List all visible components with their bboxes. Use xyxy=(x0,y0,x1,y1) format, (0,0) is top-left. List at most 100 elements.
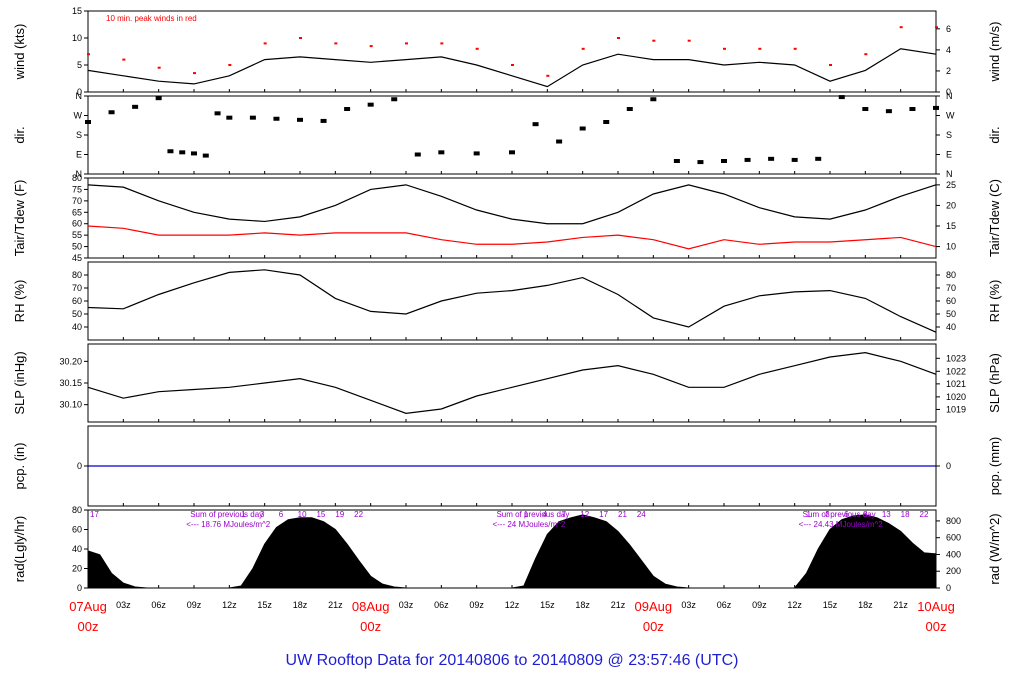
dir-point xyxy=(579,126,586,131)
temp-ytick-label: 60 xyxy=(72,219,82,229)
rh-rtick-label: 50 xyxy=(946,309,956,319)
rh-rtick-label: 70 xyxy=(946,283,956,293)
wind-series-line xyxy=(87,48,937,88)
pcp-left-label: pcp. (in) xyxy=(12,443,27,490)
hour-tick-label: 06z xyxy=(434,600,449,610)
dir-point xyxy=(838,95,845,100)
wind-rtick-label: 2 xyxy=(946,66,951,76)
rad-hour-mark: 1 xyxy=(241,510,246,519)
hour-tick-label: 21z xyxy=(893,600,908,610)
slp-right-label: SLP (hPa) xyxy=(987,353,1002,413)
dir-point xyxy=(167,149,174,154)
dir-point xyxy=(473,151,480,156)
rh-rtick-label: 60 xyxy=(946,296,956,306)
slp-rtick-label: 1022 xyxy=(946,366,966,376)
rad-ytick-label: 0 xyxy=(77,583,82,593)
wind-peak-point xyxy=(687,39,691,42)
hour-tick-label: 12z xyxy=(787,600,802,610)
hour-tick-label: 21z xyxy=(611,600,626,610)
wind-ytick-label: 15 xyxy=(72,6,82,16)
temp-ytick-label: 80 xyxy=(72,173,82,183)
slp-left-label: SLP (inHg) xyxy=(12,351,27,414)
dir-rtick-label: N xyxy=(946,169,953,179)
dir-point xyxy=(367,102,374,107)
wind-ytick-label: 5 xyxy=(77,60,82,70)
rad-rtick-label: 600 xyxy=(946,533,961,543)
temp-rtick-label: 25 xyxy=(946,180,956,190)
pcp-rtick-label: 0 xyxy=(946,461,951,471)
dir-point xyxy=(744,157,751,162)
wind-left-label: wind (kts) xyxy=(12,24,27,81)
rad-hour-mark: 10 xyxy=(298,510,307,519)
hour-tick-label: 15z xyxy=(540,600,555,610)
dir-point xyxy=(85,120,91,124)
dir-point xyxy=(273,116,280,121)
dir-rtick-label: S xyxy=(946,130,952,140)
date-label: 07Aug xyxy=(69,599,107,614)
dir-frame xyxy=(87,95,937,175)
dir-point xyxy=(132,104,139,109)
hour-tick-label: 15z xyxy=(823,600,838,610)
rad-rtick-label: 800 xyxy=(946,516,961,526)
rad-right-label: rad (W/m^2) xyxy=(987,513,1002,584)
rad-rtick-label: 400 xyxy=(946,549,961,559)
date-sub-label: 00z xyxy=(643,619,664,634)
temp-ytick-label: 55 xyxy=(72,230,82,240)
dir-point xyxy=(673,159,680,163)
wind-peak-point xyxy=(263,42,267,45)
dir-point xyxy=(556,139,563,144)
date-label: 09Aug xyxy=(635,599,673,614)
dir-right-label: dir. xyxy=(987,126,1002,143)
wind-right-label: wind (m/s) xyxy=(987,22,1002,83)
dir-point xyxy=(249,115,256,120)
hour-tick-label: 21z xyxy=(328,600,343,610)
dir-point xyxy=(815,156,822,161)
rad-rtick-label: 200 xyxy=(946,566,961,576)
dir-point xyxy=(155,96,162,101)
temp-ytick-label: 50 xyxy=(72,242,82,252)
wind-peak-point xyxy=(581,47,585,50)
hour-tick-label: 18z xyxy=(575,600,590,610)
rad-note-sum: Sum of previous day xyxy=(803,510,876,519)
wind-peak-point xyxy=(334,42,338,45)
wind-peak-point xyxy=(87,53,90,56)
dir-point xyxy=(532,122,539,127)
wind-ytick-label: 10 xyxy=(72,33,82,43)
wind-peak-point xyxy=(440,42,444,45)
hour-tick-label: 09z xyxy=(469,600,484,610)
date-sub-label: 00z xyxy=(78,619,99,634)
dir-ytick-label: W xyxy=(74,111,83,121)
rh-rtick-label: 80 xyxy=(946,270,956,280)
dir-point xyxy=(320,118,327,123)
dir-rtick-label: N xyxy=(946,91,953,101)
rad-ytick-label: 20 xyxy=(72,564,82,574)
rad-hour-mark: 21 xyxy=(618,510,627,519)
rh-ytick-label: 40 xyxy=(72,322,82,332)
wind-rtick-label: 4 xyxy=(946,45,951,55)
rad-hour-mark: 3 xyxy=(825,510,830,519)
temp-ytick-label: 70 xyxy=(72,196,82,206)
dir-point xyxy=(885,109,892,114)
temp-left-label: Tair/Tdew (F) xyxy=(12,180,27,257)
wind-rtick-label: 0 xyxy=(946,87,951,97)
dir-point xyxy=(909,107,916,111)
dir-point xyxy=(626,107,633,111)
hour-tick-label: 09z xyxy=(187,600,202,610)
rad-hour-mark: 1 xyxy=(524,510,529,519)
rad-hour-mark: 6 xyxy=(279,510,284,519)
slp-ytick-label: 30.15 xyxy=(59,378,82,388)
wind-peak-point xyxy=(617,37,620,39)
rad-area xyxy=(87,514,937,589)
rad-hour-mark: 22 xyxy=(354,510,363,519)
dir-ytick-label: E xyxy=(76,150,82,160)
rad-note-value: <--- 24 MJoules/m^2 xyxy=(492,520,565,529)
page-title: UW Rooftop Data for 20140806 to 20140809… xyxy=(285,652,739,669)
hour-tick-label: 03z xyxy=(116,600,131,610)
dir-point xyxy=(414,152,421,157)
wind-peak-point xyxy=(299,37,302,39)
wind-peak-point xyxy=(369,45,373,48)
wind-peak-point xyxy=(793,47,797,50)
dir-point xyxy=(862,107,869,111)
wind-peak-point xyxy=(475,47,479,50)
